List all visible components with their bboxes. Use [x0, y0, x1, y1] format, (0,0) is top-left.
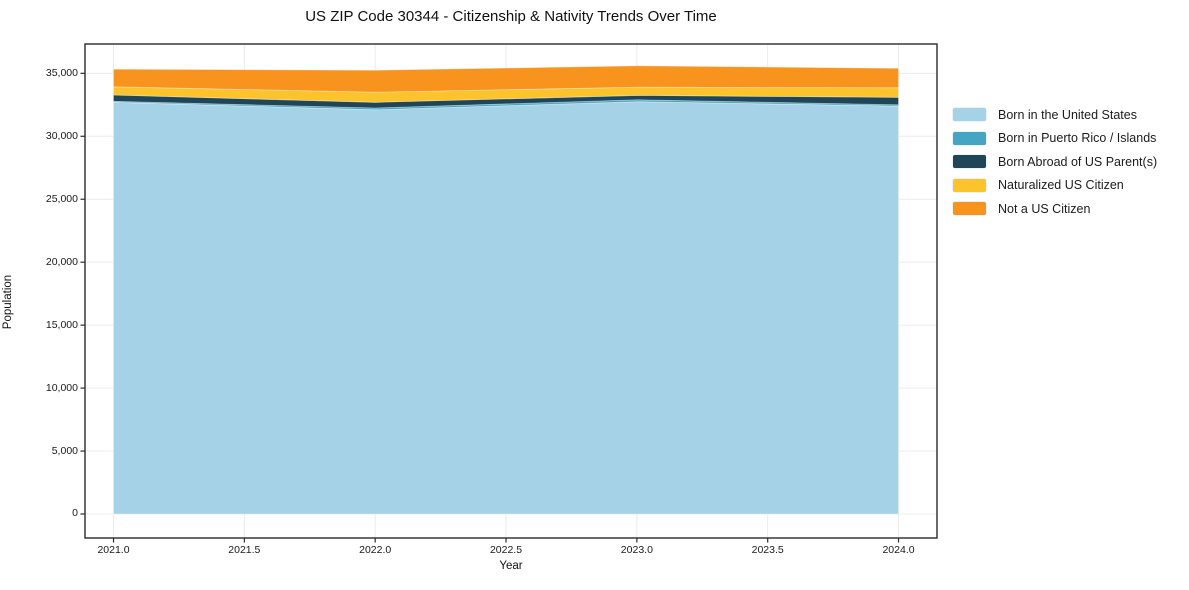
- y-tick-label: 35,000: [45, 66, 78, 79]
- chart-title: US ZIP Code 30344 - Citizenship & Nativi…: [305, 8, 717, 25]
- y-tick-label: 10,000: [45, 381, 78, 394]
- legend-swatch: [953, 155, 986, 169]
- x-tick-label: 2021.0: [97, 544, 130, 556]
- legend-item: Born in the United States: [953, 103, 1157, 127]
- y-tick-label: 20,000: [45, 255, 78, 268]
- legend-swatch: [953, 131, 986, 145]
- y-tick-label: 5,000: [51, 444, 78, 457]
- y-tick-label: 15,000: [45, 318, 78, 331]
- legend-label: Born in Puerto Rico / Islands: [998, 131, 1157, 146]
- legend-item: Born in Puerto Rico / Islands: [953, 127, 1157, 151]
- x-tick-label: 2023.5: [751, 544, 784, 556]
- legend-label: Not a US Citizen: [998, 201, 1091, 216]
- legend-label: Born in the United States: [998, 107, 1137, 122]
- legend-swatch: [953, 202, 986, 216]
- legend-label: Born Abroad of US Parent(s): [998, 154, 1158, 169]
- y-tick-label: 30,000: [45, 129, 78, 142]
- y-tick-label: 0: [72, 507, 78, 520]
- plot-spines: [84, 43, 938, 539]
- x-tick-label: 2022.5: [489, 544, 523, 556]
- y-tick-label: 25,000: [45, 192, 78, 205]
- tick-marks: [80, 72, 900, 543]
- stacked-areas: [113, 65, 899, 515]
- area-series-3: [113, 86, 899, 103]
- x-tick-label: 2023.0: [620, 544, 653, 556]
- legend: Born in the United States Born in Puerto …: [953, 103, 1157, 221]
- area-series-4: [113, 65, 899, 93]
- legend-item: Naturalized US Citizen: [953, 174, 1157, 198]
- legend-swatch: [953, 108, 986, 122]
- x-axis-label: Year: [499, 560, 523, 572]
- x-tick-label: 2024.0: [882, 544, 915, 556]
- legend-swatch: [953, 178, 986, 192]
- x-tick-label: 2022.0: [359, 544, 392, 556]
- area-series-1: [113, 99, 899, 111]
- area-series-0: [113, 101, 899, 515]
- legend-item: Not a US Citizen: [953, 197, 1157, 221]
- x-tick-label: 2021.5: [228, 544, 261, 556]
- legend-item: Born Abroad of US Parent(s): [953, 150, 1157, 174]
- legend-label: Naturalized US Citizen: [998, 178, 1124, 193]
